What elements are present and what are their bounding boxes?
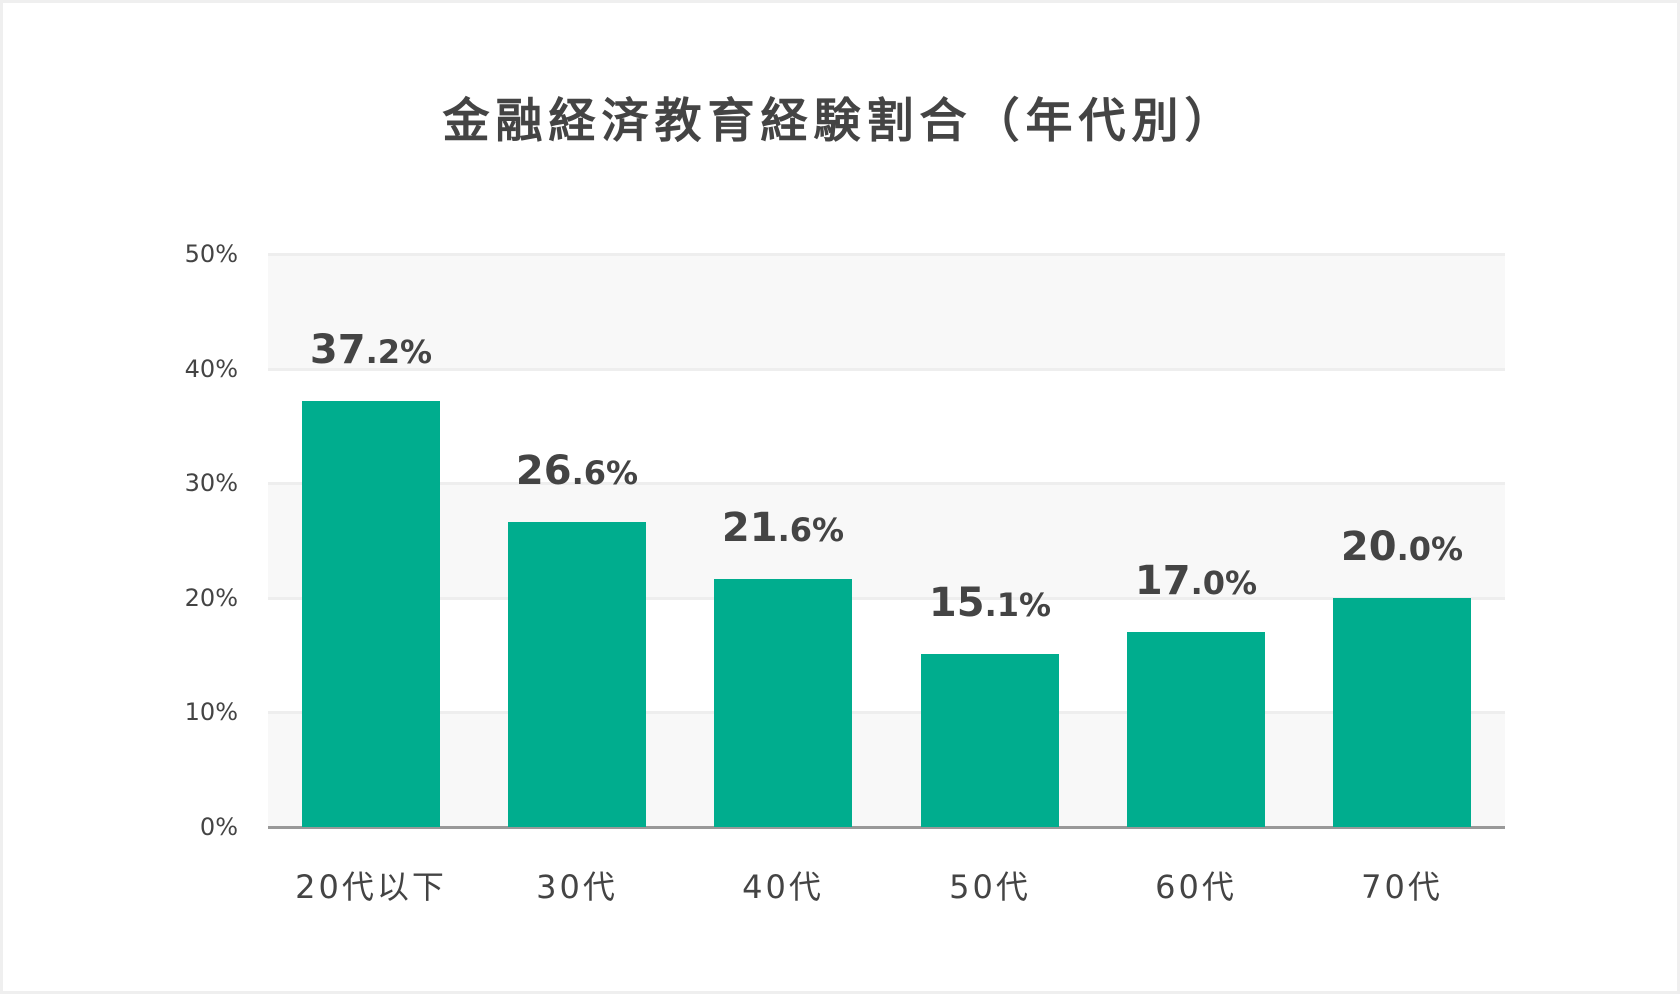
grid-band [268,368,1505,484]
value-label: 20.0% [1340,523,1464,570]
grid-band [268,597,1505,713]
category-label: 60代 [1155,868,1237,906]
gridline [268,253,1505,256]
category-label: 20代以下 [295,868,447,906]
gridline [268,711,1505,715]
grid-band [268,712,1505,827]
grid-band [268,483,1505,598]
plot-area [268,253,1505,827]
x-axis-line [268,826,1505,829]
gridline [268,367,1505,371]
y-tick-label: 50% [184,240,238,268]
bar [921,653,1059,827]
bar [508,522,646,827]
bar [1127,632,1265,827]
bar [302,400,440,827]
gridline [268,482,1505,486]
bar [714,579,852,827]
value-label: 15.1% [928,579,1052,626]
category-label: 30代 [536,868,618,906]
y-tick-label: 20% [184,583,238,612]
bar [1333,597,1471,827]
y-tick-label: 0% [199,813,238,841]
value-label: 21.6% [721,505,845,552]
value-label: 37.2% [309,326,433,373]
y-tick-label: 10% [184,698,238,727]
value-label: 17.0% [1134,558,1258,605]
y-tick-label: 30% [184,469,238,498]
gridline [268,596,1505,600]
category-label: 70代 [1361,868,1443,906]
chart-title: 金融経済教育経験割合（年代別） [442,94,1238,149]
category-label: 50代 [949,868,1031,906]
y-tick-label: 40% [184,354,238,383]
grid-band [268,254,1505,369]
category-label: 40代 [742,868,824,906]
value-label: 26.6% [515,448,639,495]
